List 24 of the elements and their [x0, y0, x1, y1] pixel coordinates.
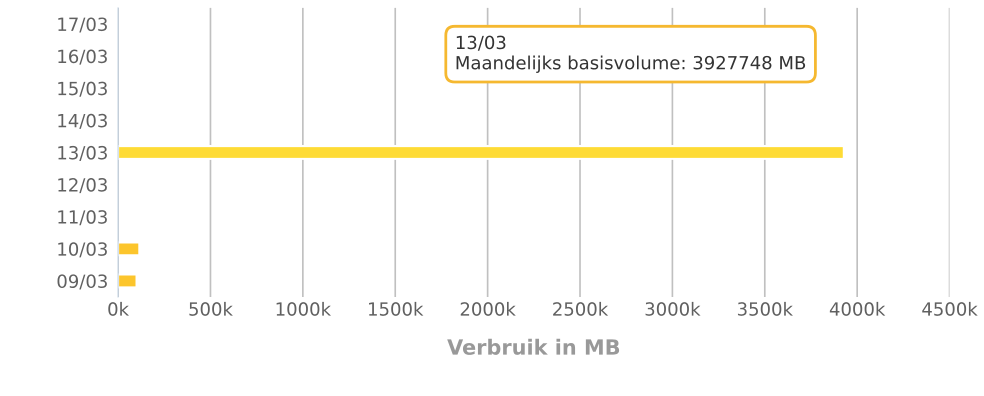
y-tick-label: 15/03 — [58, 82, 107, 97]
x-tick-label: 3000k — [646, 302, 701, 316]
x-tick-label: 0k — [108, 302, 129, 316]
y-tick-label: 14/03 — [58, 114, 107, 129]
y-tick-label: 17/03 — [58, 17, 107, 33]
y-tick-label: 16/03 — [58, 50, 107, 65]
x-tick-label: 2500k — [553, 302, 608, 316]
bar — [118, 241, 140, 256]
y-tick-label: 10/03 — [58, 242, 107, 258]
x-tick-label: 2000k — [460, 302, 516, 316]
x-tick-label: 500k — [189, 302, 233, 316]
bar — [118, 144, 845, 160]
x-tick-label: 3500k — [738, 302, 793, 316]
x-tick-label: 1500k — [369, 302, 424, 316]
y-tick-label: 12/03 — [58, 178, 107, 194]
x-tick-label: 4000k — [830, 302, 886, 316]
y-tick-label: 09/03 — [58, 274, 107, 290]
y-tick-label: 11/03 — [58, 210, 107, 226]
x-tick-label: 1000k — [276, 302, 332, 316]
y-tick-label: 13/03 — [58, 146, 107, 161]
x-axis-title: Verbruik in MB — [447, 338, 620, 355]
x-tick-label: 4500k — [922, 302, 978, 316]
annotation: 13/03 Maandelijks basisvolume: 3927748 MB — [456, 36, 806, 74]
bar — [118, 273, 138, 288]
